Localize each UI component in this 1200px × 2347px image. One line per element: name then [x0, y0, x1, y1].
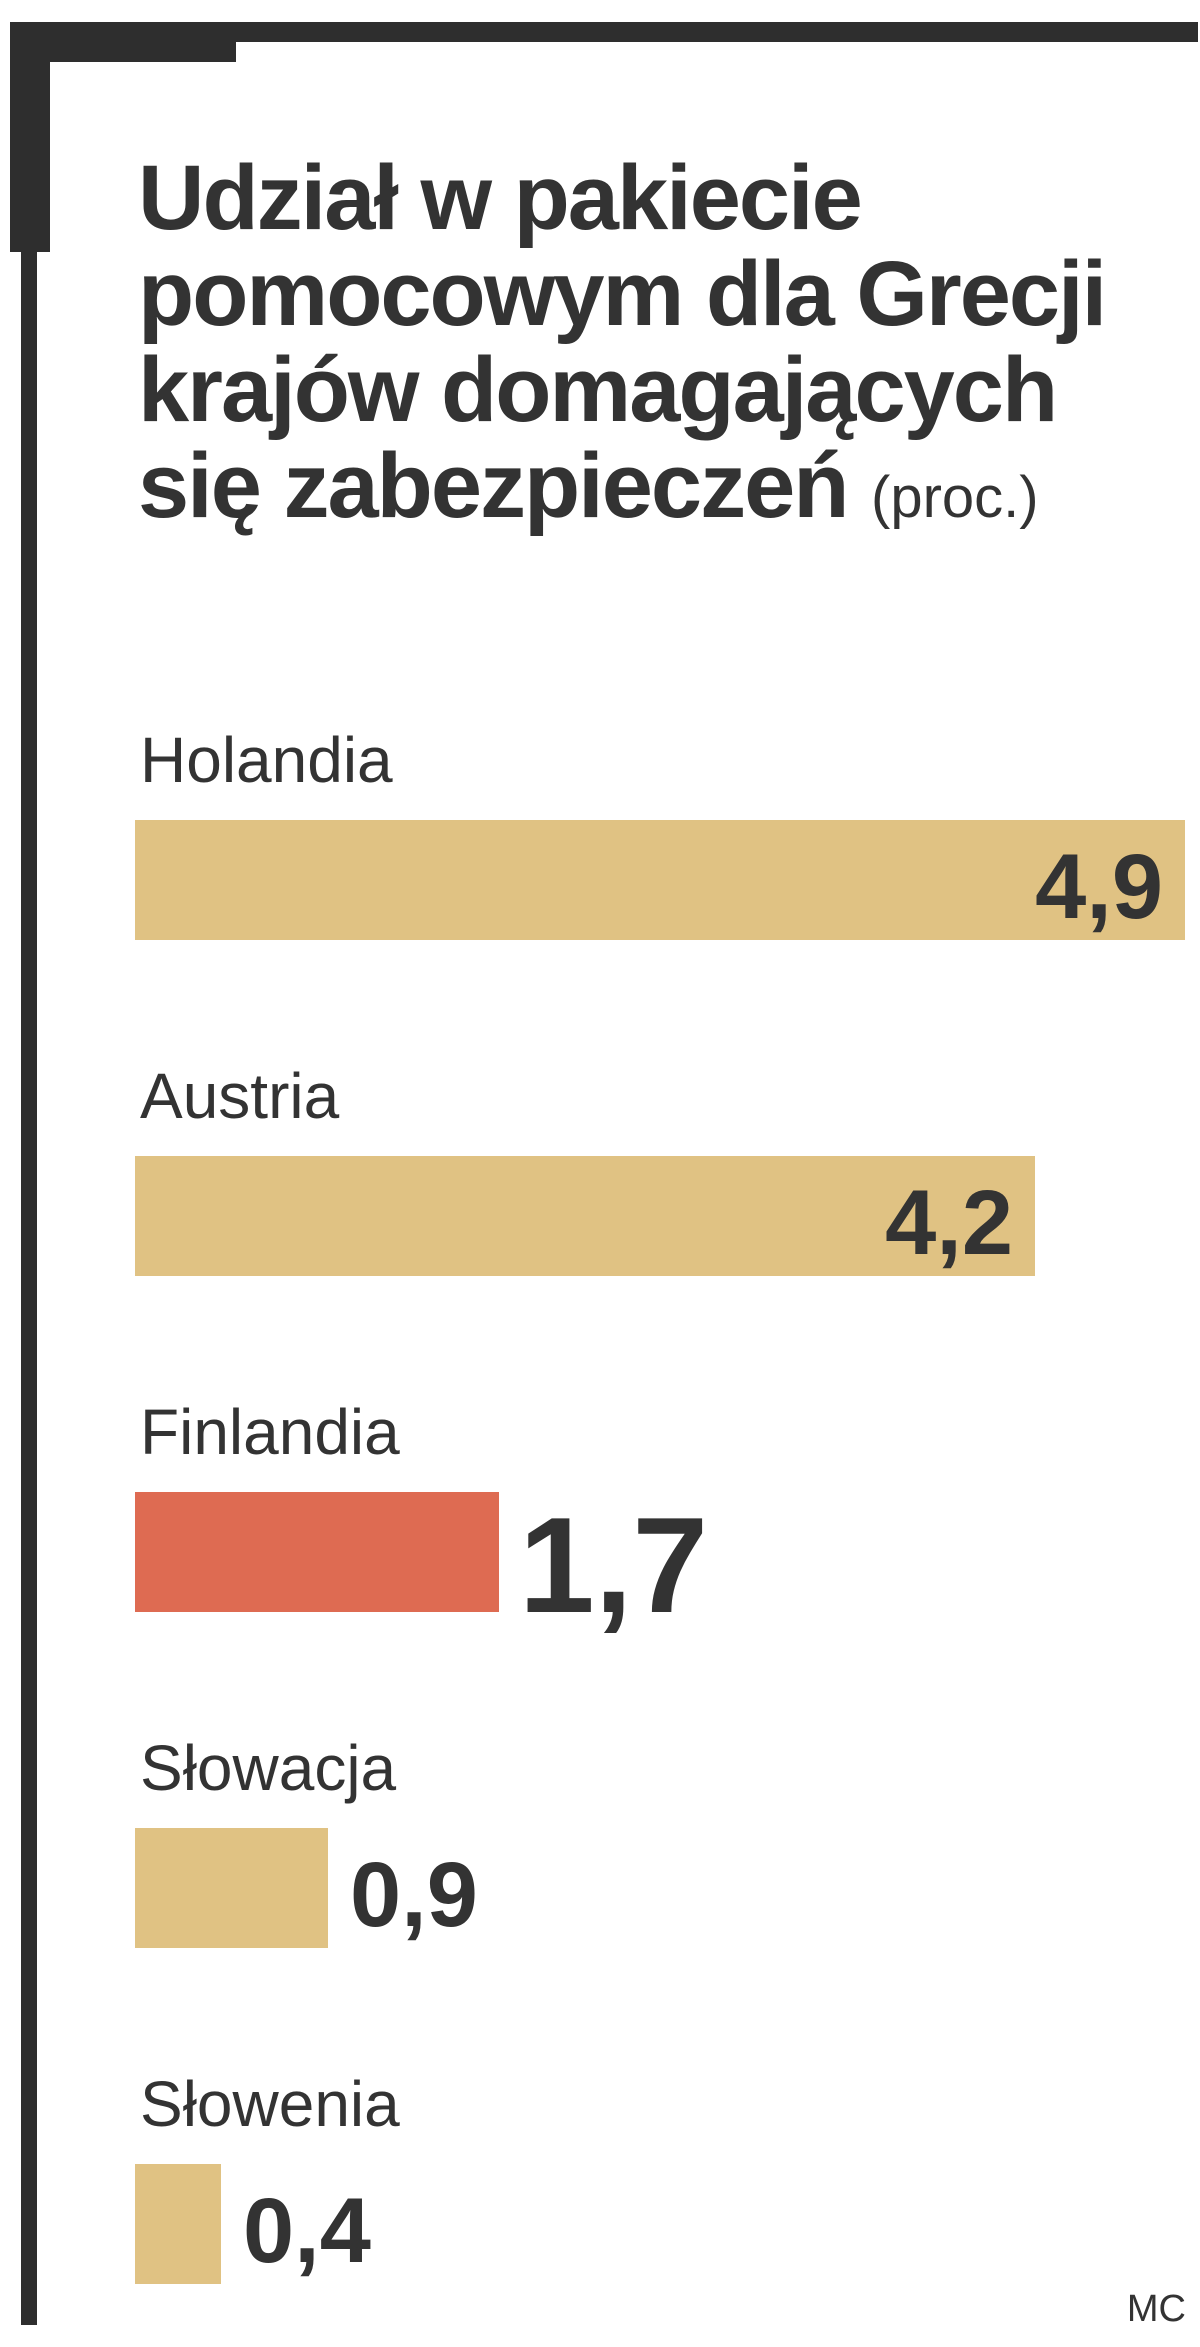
frame-top-bar [10, 22, 1198, 42]
title-line-1: Udział w pakiecie [138, 147, 863, 249]
category-label-s-owacja: Słowacja [140, 1732, 397, 1804]
bar-austria [135, 1156, 1035, 1276]
bar-finlandia [135, 1492, 499, 1612]
unit-label: (proc.) [871, 465, 1039, 530]
value-label-austria: 4,2 [885, 1172, 1013, 1274]
bar-holandia [135, 820, 1185, 940]
bar-s-owenia [135, 2164, 221, 2284]
title-line-3: krajów domagających [138, 339, 1058, 441]
source-label: MC [1126, 2288, 1186, 2330]
value-label-s-owacja: 0,9 [350, 1844, 478, 1946]
title-line-4-text: się zabezpieczeń [138, 435, 849, 537]
category-label-s-owenia: Słowenia [140, 2068, 400, 2140]
frame-left-line [21, 22, 37, 2325]
value-label-s-owenia: 0,4 [243, 2180, 371, 2282]
category-label-austria: Austria [140, 1060, 340, 1132]
category-label-holandia: Holandia [140, 724, 393, 796]
title-line-2: pomocowym dla Grecji [138, 243, 1107, 345]
value-label-finlandia: 1,7 [519, 1489, 708, 1641]
value-label-holandia: 4,9 [1035, 836, 1163, 938]
bar-s-owacja [135, 1828, 328, 1948]
title-line-4: się zabezpieczeń (proc.) [138, 438, 1188, 546]
chart-title: Udział w pakiecie pomocowym dla Grecji k… [138, 150, 1188, 546]
category-label-finlandia: Finlandia [140, 1396, 400, 1468]
